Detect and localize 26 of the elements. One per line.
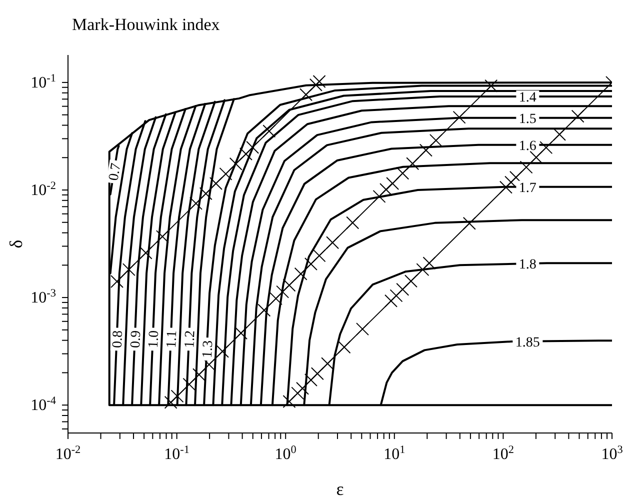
series-label: 1.4 xyxy=(518,90,536,106)
text: 1.3 xyxy=(200,340,216,358)
y-tick-label: 10$^{-2}$ xyxy=(30,180,56,199)
text: 0.7 xyxy=(106,162,124,182)
x-tick-label: 10$^{-2}$ xyxy=(55,444,81,463)
y-axis-title: δ xyxy=(6,240,26,248)
series-label: 1.8 xyxy=(518,258,536,273)
text: 1.0 xyxy=(146,330,162,348)
x-tick-label: 10$^{2}$ xyxy=(492,444,514,463)
x-tick-label: 10$^{0}$ xyxy=(274,444,297,463)
chart-title: Mark-Houwink index xyxy=(72,15,220,34)
x-axis-title: ε xyxy=(336,479,344,499)
series-label: 1.7 xyxy=(518,180,536,196)
series-label: 1.85 xyxy=(515,335,540,350)
series-label: 1.5 xyxy=(518,112,536,127)
y-tick-label: 10$^{-4}$ xyxy=(30,395,56,414)
text: 0.9 xyxy=(128,330,144,348)
text: 1.2 xyxy=(182,330,198,348)
y-tick-label: 10$^{-1}$ xyxy=(30,72,56,92)
x-tick-label: 10$^{-1}$ xyxy=(164,444,190,463)
text: 0.8 xyxy=(110,330,126,348)
x-tick-label: 10$^{3}$ xyxy=(601,444,624,463)
x-tick-label: 10$^{1}$ xyxy=(384,444,406,463)
text: 1.1 xyxy=(164,330,180,348)
series-label: 1.6 xyxy=(518,138,536,154)
y-tick-label: 10$^{-3}$ xyxy=(30,288,56,307)
